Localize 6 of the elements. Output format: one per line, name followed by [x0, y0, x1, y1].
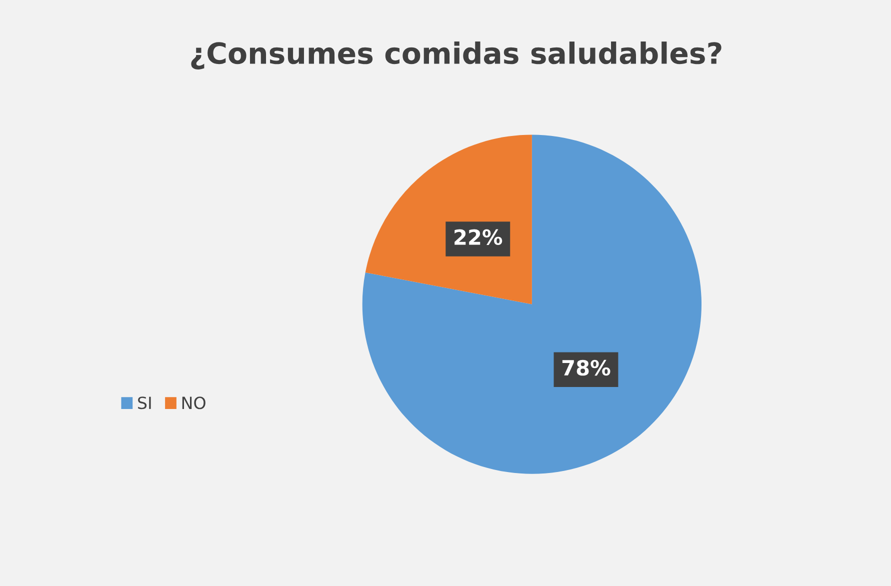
legend-label: SI: [138, 396, 151, 410]
chart-title: ¿Consumes comidas saludables?: [191, 42, 722, 70]
data-label: 78%: [562, 360, 610, 376]
pie-slice: [362, 134, 702, 474]
legend-label: NO: [182, 396, 206, 410]
data-label: 22%: [454, 229, 502, 245]
